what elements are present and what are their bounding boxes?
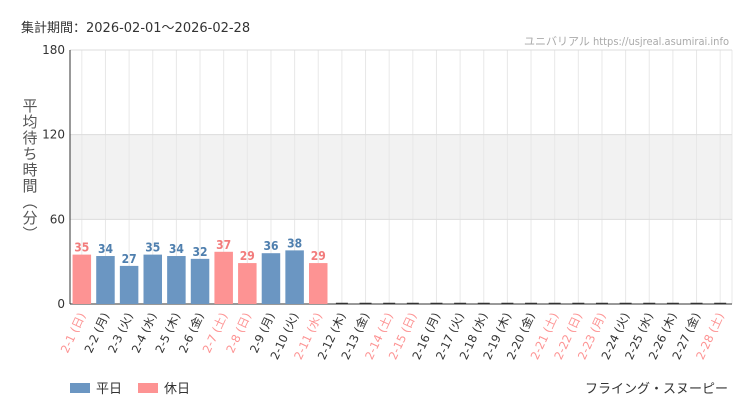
site-credit: ユニバリアル https://usjreal.asumirai.info bbox=[523, 35, 729, 48]
y-tick-label: 0 bbox=[57, 297, 65, 311]
y-tick-label: 180 bbox=[42, 43, 65, 57]
bar bbox=[167, 256, 186, 304]
bar bbox=[261, 253, 281, 304]
bar bbox=[96, 256, 115, 304]
bar bbox=[119, 265, 139, 304]
legend: 平日 休日 bbox=[70, 378, 190, 397]
bar-value-label: 27 bbox=[122, 252, 137, 266]
y-tick-label: 120 bbox=[42, 128, 65, 142]
bar bbox=[214, 251, 233, 304]
y-axis-label: 平均待ち時間（分） bbox=[20, 98, 39, 242]
legend-swatch-holiday bbox=[138, 382, 159, 393]
legend-label-holiday: 休日 bbox=[164, 382, 191, 397]
bar-value-label: 35 bbox=[74, 241, 89, 255]
legend-item-weekday: 平日 bbox=[70, 378, 122, 397]
legend-swatch-weekday bbox=[70, 382, 90, 393]
bar-value-label: 29 bbox=[240, 249, 255, 263]
bar-value-label: 32 bbox=[193, 245, 208, 259]
bar-value-label: 29 bbox=[311, 249, 326, 263]
bar bbox=[143, 254, 162, 304]
attraction-name: フライング・スヌーピー bbox=[584, 382, 728, 397]
bar bbox=[309, 263, 328, 304]
legend-item-holiday: 休日 bbox=[138, 378, 190, 397]
highlight-band bbox=[70, 134, 732, 220]
bar bbox=[238, 263, 257, 304]
bar-value-label: 38 bbox=[287, 236, 302, 250]
period-label: 集計期間：2026-02-01〜2026-02-28 bbox=[21, 21, 251, 36]
bar-value-label: 36 bbox=[263, 239, 278, 253]
bar bbox=[285, 250, 304, 304]
bar-value-label: 35 bbox=[145, 241, 160, 255]
legend-label-weekday: 平日 bbox=[96, 382, 123, 397]
bar-value-label: 37 bbox=[216, 238, 231, 252]
bar bbox=[72, 254, 92, 304]
bar-value-label: 34 bbox=[98, 242, 114, 256]
y-tick-label: 60 bbox=[50, 212, 65, 226]
bar-value-label: 34 bbox=[169, 242, 185, 256]
bar bbox=[190, 258, 210, 304]
